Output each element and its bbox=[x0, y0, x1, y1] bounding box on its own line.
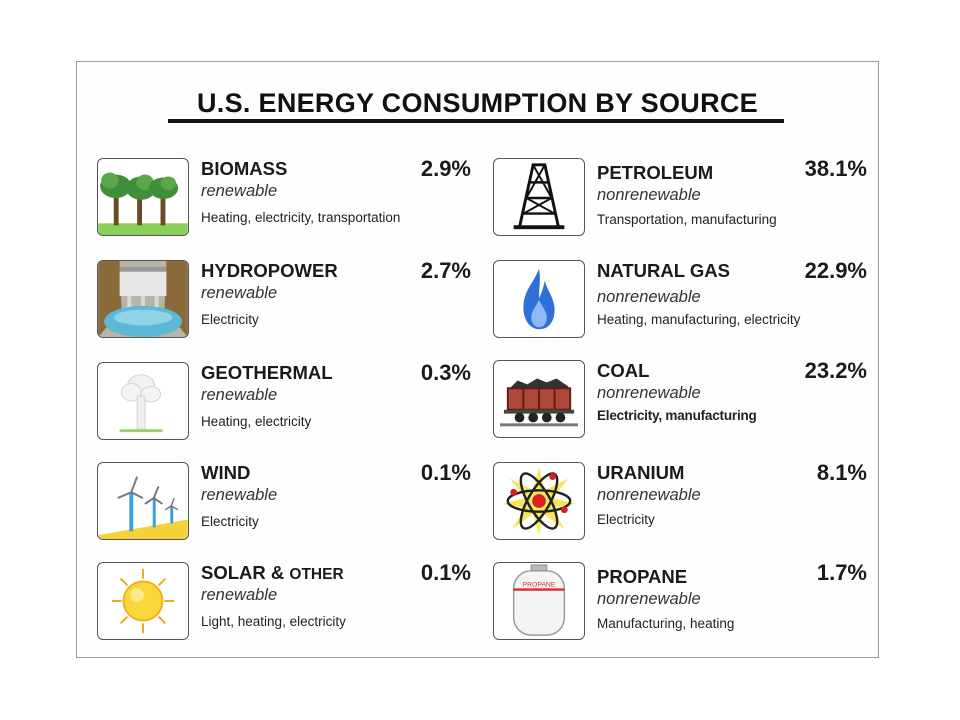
page-title: U.S. ENERGY CONSUMPTION BY SOURCE bbox=[197, 88, 758, 118]
source-type: nonrenewable bbox=[597, 186, 701, 204]
source-card-hydropower: HYDROPOWER renewable Electricity 2.7% bbox=[97, 258, 477, 346]
title-underline bbox=[168, 119, 784, 123]
source-percent: 0.1% bbox=[420, 560, 471, 585]
source-name: PROPANE bbox=[597, 566, 688, 587]
source-type: nonrenewable bbox=[597, 288, 701, 306]
trees-icon bbox=[97, 158, 189, 236]
source-percent: 2.7% bbox=[420, 258, 471, 283]
source-uses: Electricity bbox=[597, 512, 655, 527]
gas-flame-icon bbox=[493, 260, 585, 338]
source-type: nonrenewable bbox=[597, 384, 701, 402]
source-uses: Heating, manufacturing, electricity bbox=[597, 312, 801, 327]
source-name: GEOTHERMAL bbox=[201, 362, 333, 383]
wind-turbine-icon bbox=[97, 462, 189, 540]
source-percent: 23.2% bbox=[804, 358, 867, 383]
source-percent: 1.7% bbox=[816, 560, 867, 585]
sun-icon bbox=[97, 562, 189, 640]
source-uses: Electricity, manufacturing bbox=[597, 408, 757, 423]
source-name-main: SOLAR & bbox=[201, 562, 290, 583]
source-name: URANIUM bbox=[597, 462, 685, 483]
source-name: PETROLEUM bbox=[597, 162, 714, 183]
source-name: HYDROPOWER bbox=[201, 260, 338, 281]
source-percent: 2.9% bbox=[420, 156, 471, 181]
oil-derrick-icon bbox=[493, 158, 585, 236]
source-type: renewable bbox=[201, 586, 278, 604]
source-name: COAL bbox=[597, 360, 650, 381]
source-uses: Transportation, manufacturing bbox=[597, 212, 777, 227]
source-card-uranium: URANIUM nonrenewable Electricity 8.1% bbox=[493, 460, 873, 548]
source-type: nonrenewable bbox=[597, 590, 701, 608]
source-type: renewable bbox=[201, 386, 278, 404]
source-card-petroleum: PETROLEUM nonrenewable Transportation, m… bbox=[493, 156, 873, 244]
geyser-icon bbox=[97, 362, 189, 440]
source-type: renewable bbox=[201, 182, 278, 200]
source-percent: 0.3% bbox=[420, 360, 471, 385]
atom-icon bbox=[493, 462, 585, 540]
source-card-wind: WIND renewable Electricity 0.1% bbox=[97, 460, 477, 548]
source-name: WIND bbox=[201, 462, 251, 483]
source-card-biomass: BIOMASS renewable Heating, electricity, … bbox=[97, 156, 477, 244]
infographic-frame: U.S. ENERGY CONSUMPTION BY SOURCE BIOMAS… bbox=[76, 61, 879, 658]
source-name: BIOMASS bbox=[201, 158, 288, 179]
source-uses: Electricity bbox=[201, 312, 259, 327]
source-card-propane: PROPANE PROPANE nonrenewable Manufacturi… bbox=[493, 560, 873, 648]
dam-icon bbox=[97, 260, 189, 338]
source-type: renewable bbox=[201, 284, 278, 302]
source-card-coal: COAL nonrenewable Electricity, manufactu… bbox=[493, 358, 873, 446]
source-percent: 38.1% bbox=[804, 156, 867, 181]
source-uses: Light, heating, electricity bbox=[201, 614, 346, 629]
source-percent: 22.9% bbox=[804, 258, 867, 283]
propane-tank-label: PROPANE bbox=[523, 581, 556, 588]
source-card-solar: SOLAR & OTHER renewable Light, heating, … bbox=[97, 560, 477, 648]
source-card-natural-gas: NATURAL GAS nonrenewable Heating, manufa… bbox=[493, 258, 873, 346]
source-card-geothermal: GEOTHERMAL renewable Heating, electricit… bbox=[97, 360, 477, 448]
coal-car-icon bbox=[493, 360, 585, 438]
source-uses: Heating, electricity bbox=[201, 414, 312, 429]
source-uses: Electricity bbox=[201, 514, 259, 529]
source-type: nonrenewable bbox=[597, 486, 701, 504]
propane-tank-icon: PROPANE bbox=[493, 562, 585, 640]
source-name-small: OTHER bbox=[289, 566, 344, 583]
source-percent: 8.1% bbox=[816, 460, 867, 485]
source-name: NATURAL GAS bbox=[597, 260, 730, 281]
source-percent: 0.1% bbox=[420, 460, 471, 485]
source-type: renewable bbox=[201, 486, 278, 504]
source-uses: Manufacturing, heating bbox=[597, 616, 735, 631]
source-uses: Heating, electricity, transportation bbox=[201, 210, 401, 225]
source-name: SOLAR & OTHER bbox=[201, 562, 344, 584]
